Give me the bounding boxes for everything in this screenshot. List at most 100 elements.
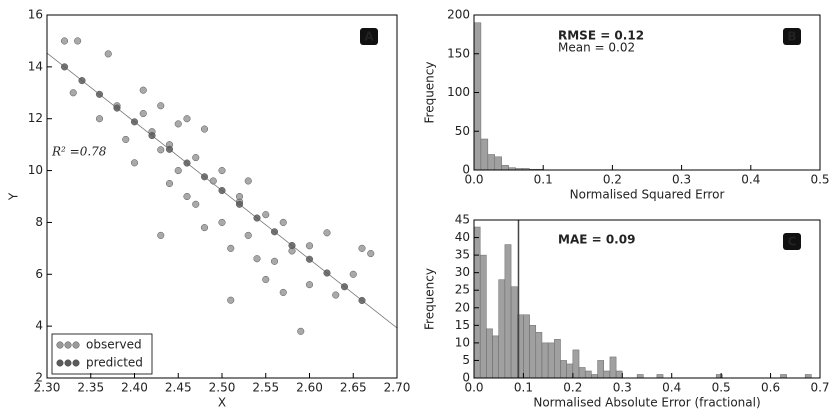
x-tick-label: 0.2 bbox=[563, 381, 582, 395]
point bbox=[95, 90, 104, 98]
bar bbox=[523, 314, 530, 379]
point bbox=[200, 173, 209, 181]
point bbox=[130, 118, 139, 126]
x-tick-label: 0.3 bbox=[672, 173, 691, 187]
point bbox=[60, 63, 69, 71]
y-tick-label: 16 bbox=[28, 8, 43, 22]
x-axis-label: Normalised Squared Error bbox=[570, 188, 725, 202]
y-tick-label: 0 bbox=[462, 163, 470, 177]
point bbox=[279, 288, 287, 296]
point bbox=[270, 228, 279, 236]
annotation: RMSE = 0.12 bbox=[558, 29, 644, 43]
point bbox=[200, 125, 209, 133]
bar bbox=[572, 349, 580, 379]
y-tick-label: 20 bbox=[455, 300, 470, 314]
point bbox=[270, 257, 279, 265]
x-tick-label: 0.0 bbox=[464, 381, 483, 395]
point bbox=[323, 229, 331, 237]
bar bbox=[584, 370, 592, 379]
point bbox=[367, 249, 375, 258]
point bbox=[358, 244, 366, 252]
panel-label: A bbox=[364, 30, 374, 44]
bar bbox=[541, 342, 549, 379]
x-tick-label: 0.5 bbox=[810, 173, 829, 187]
point bbox=[165, 145, 174, 153]
bar bbox=[656, 374, 664, 379]
bar bbox=[479, 254, 487, 379]
point bbox=[305, 281, 314, 289]
x-tick-label: 2.50 bbox=[209, 381, 236, 395]
bar bbox=[487, 154, 496, 171]
bar bbox=[486, 328, 493, 379]
point bbox=[218, 167, 226, 175]
point bbox=[209, 177, 217, 185]
x-tick-label: 0.6 bbox=[761, 381, 780, 395]
point bbox=[174, 120, 182, 128]
annotation: R² =0.78 bbox=[51, 145, 107, 159]
point bbox=[305, 242, 314, 250]
bar bbox=[597, 360, 604, 379]
y-tick-label: 10 bbox=[455, 335, 470, 349]
point bbox=[183, 159, 191, 167]
legend-marker bbox=[56, 359, 64, 367]
bar bbox=[603, 370, 611, 379]
panel-label: C bbox=[788, 235, 797, 249]
point bbox=[200, 224, 209, 232]
bar bbox=[529, 325, 537, 379]
bar bbox=[535, 332, 543, 379]
y-tick-label: 15 bbox=[455, 318, 470, 332]
bar bbox=[804, 374, 812, 379]
point bbox=[227, 244, 235, 252]
y-tick-label: 4 bbox=[35, 319, 43, 333]
point bbox=[113, 104, 121, 112]
bar bbox=[578, 367, 586, 379]
bar bbox=[554, 339, 561, 379]
y-tick-label: 100 bbox=[447, 85, 470, 99]
x-tick-label: 0.7 bbox=[810, 381, 829, 395]
point bbox=[262, 211, 270, 219]
bar bbox=[636, 374, 644, 379]
panel: 0.0 0.1 0.2 0.3 0.4 0.5 0.6 0.7 0 5 10 15 20 25 30 35 40… bbox=[423, 213, 830, 410]
x-tick-label: 2.70 bbox=[384, 381, 411, 395]
panel: observed predicted 2.30 2.35 2.40 2.45 2.50 2.5… bbox=[7, 8, 411, 410]
point bbox=[74, 37, 82, 45]
point bbox=[253, 214, 261, 222]
y-tick-label: 30 bbox=[455, 265, 470, 279]
y-tick-label: 10 bbox=[28, 163, 43, 177]
point bbox=[218, 218, 226, 226]
annotation: Mean = 0.02 bbox=[558, 41, 635, 55]
y-tick-label: 40 bbox=[455, 230, 470, 244]
point bbox=[60, 37, 69, 45]
legend bbox=[51, 333, 153, 375]
point bbox=[349, 270, 357, 278]
bar bbox=[591, 374, 598, 379]
x-tick-label: 2.65 bbox=[340, 381, 367, 395]
point bbox=[95, 115, 104, 123]
point bbox=[165, 179, 174, 188]
x-tick-label: 2.55 bbox=[252, 381, 279, 395]
point bbox=[157, 102, 165, 110]
y-axis-label: Frequency bbox=[423, 62, 437, 124]
x-tick-label: 0.4 bbox=[741, 173, 760, 187]
frame bbox=[473, 219, 821, 379]
bar bbox=[566, 363, 574, 379]
point bbox=[279, 218, 287, 226]
y-tick-label: 150 bbox=[447, 46, 470, 60]
x-tick-label: 2.40 bbox=[121, 381, 148, 395]
point bbox=[122, 135, 130, 144]
legend-marker bbox=[64, 359, 72, 367]
bar bbox=[480, 138, 489, 171]
panel-badge bbox=[783, 28, 801, 45]
point bbox=[288, 241, 296, 250]
legend-marker bbox=[64, 341, 72, 349]
point bbox=[227, 296, 235, 304]
x-tick-label: 0.1 bbox=[534, 173, 553, 187]
point bbox=[130, 159, 139, 167]
x-tick-label: 0.0 bbox=[464, 173, 483, 187]
point bbox=[253, 255, 261, 263]
x-tick-label: 0.4 bbox=[662, 381, 681, 395]
bar bbox=[615, 370, 623, 379]
x-tick-label: 0.1 bbox=[514, 381, 533, 395]
point bbox=[235, 192, 244, 201]
